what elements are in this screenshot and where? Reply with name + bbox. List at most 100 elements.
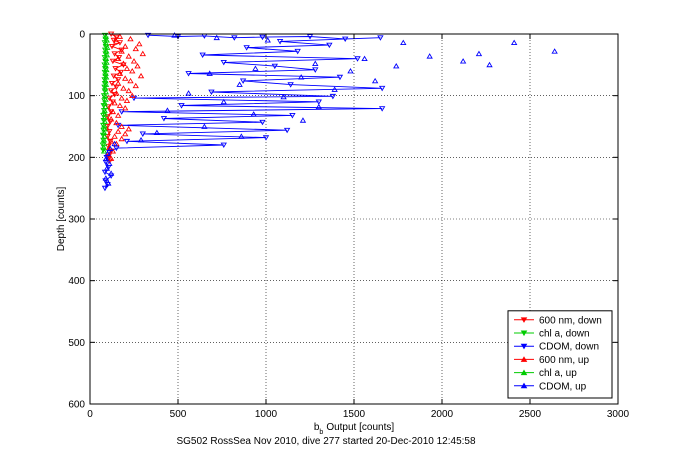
series-3-point-2 <box>113 38 120 44</box>
series-3-point-38 <box>111 133 118 139</box>
series-3-point-16 <box>137 72 145 79</box>
x-tick-label-2000: 2000 <box>431 409 454 420</box>
series-3-point-7 <box>139 50 146 57</box>
series-2-point-6 <box>342 36 349 42</box>
plot-series <box>99 31 558 192</box>
series-0-point-2 <box>110 37 117 44</box>
legend-swatch-marker-5 <box>520 382 528 389</box>
series-2-point-35 <box>262 135 270 141</box>
series-2-point-25 <box>315 99 322 105</box>
y-tick-label-400: 400 <box>68 276 85 287</box>
series-0-point-1 <box>113 34 120 41</box>
series-0-point-25 <box>106 129 113 135</box>
series-2-point-28 <box>118 109 125 115</box>
series-3-point-8 <box>125 53 132 59</box>
series-3-point-18 <box>127 77 134 84</box>
series-0-point-23 <box>107 119 114 125</box>
series-2-point-10 <box>243 45 250 51</box>
series-2-point-21 <box>378 85 386 92</box>
series-5-point-27 <box>201 123 208 129</box>
series-3 <box>105 33 146 161</box>
series-5-point-7 <box>426 53 433 59</box>
y-tick-label-0: 0 <box>79 30 85 41</box>
series-5-point-21 <box>280 93 287 100</box>
x-tick-label-0: 0 <box>87 409 93 420</box>
series-5 <box>102 32 558 186</box>
series-0-point-20 <box>105 104 112 110</box>
series-2-point-22 <box>208 89 215 96</box>
series-5-point-18 <box>236 81 243 87</box>
series-5-point-26 <box>299 117 307 123</box>
series-5-point-31 <box>111 140 118 147</box>
series-2-point-18 <box>336 74 344 81</box>
x-tick-label-1000: 1000 <box>255 409 278 420</box>
series-3-point-34 <box>118 123 125 129</box>
series-2-point-45 <box>102 178 109 184</box>
legend-item-5: CDOM, up <box>514 381 587 392</box>
y-axis-label: Depth [counts] <box>56 187 67 252</box>
series-2-point-36 <box>123 138 131 145</box>
x-axis-label-subscript: b <box>319 429 323 436</box>
y-tick-label-500: 500 <box>68 338 85 349</box>
series-2-point-47 <box>101 185 109 192</box>
series-4-point-3 <box>104 44 111 50</box>
legend-label-1: chl a, down <box>539 329 590 340</box>
series-5-point-33 <box>104 150 111 157</box>
series-3-point-29 <box>122 104 129 111</box>
series-2-point-15 <box>271 63 278 70</box>
legend-box <box>507 310 613 399</box>
x-axis-label: bb Output [counts] <box>314 422 395 436</box>
series-2-point-26 <box>178 103 185 109</box>
grid-lines <box>90 34 618 404</box>
series-5-point-20 <box>185 90 192 96</box>
series-2-point-23 <box>329 93 337 100</box>
series-3-point-26 <box>123 97 131 103</box>
legend-swatch-marker-4 <box>520 369 528 376</box>
legend-swatch-marker-0 <box>520 317 528 323</box>
series-5-point-13 <box>347 67 354 74</box>
series-3-point-32 <box>107 116 115 122</box>
series-2-point-0 <box>144 32 152 39</box>
series-0-point-27 <box>107 138 114 145</box>
series-3-point-20 <box>132 82 139 89</box>
series-5-point-35 <box>106 160 113 166</box>
series-5-point-4 <box>510 39 518 46</box>
series-5-point-30 <box>137 137 145 143</box>
series-3-point-15 <box>116 70 124 76</box>
series-5-point-23 <box>315 103 322 110</box>
series-3-point-9 <box>114 55 122 62</box>
legend-item-1: chl a, down <box>514 329 590 340</box>
x-tick-label-3000: 3000 <box>607 409 630 420</box>
series-2-point-17 <box>185 71 192 77</box>
y-tick-label-300: 300 <box>68 215 85 226</box>
series-5-point-24 <box>164 107 171 113</box>
series-5-point-9 <box>459 58 467 64</box>
series-5-point-14 <box>486 61 493 68</box>
series-2-point-29 <box>289 113 296 119</box>
series-2-point-31 <box>259 119 266 126</box>
series-5-point-17 <box>371 77 379 84</box>
series-5-point-15 <box>206 70 213 76</box>
series-5-point-6 <box>475 50 483 57</box>
series-5-point-34 <box>103 155 110 161</box>
series-2-point-9 <box>326 42 333 49</box>
series-5-point-12 <box>252 65 259 71</box>
series-0-point-26 <box>104 133 111 140</box>
series-1-point-1 <box>102 36 109 42</box>
series-2-point-38 <box>113 145 120 152</box>
series-3-point-23 <box>113 90 120 96</box>
series-3-point-6 <box>118 48 125 54</box>
series-5-point-28 <box>153 129 161 136</box>
x-tick-label-1500: 1500 <box>343 409 366 420</box>
series-5-point-36 <box>103 165 111 171</box>
series-2-point-30 <box>160 116 168 122</box>
series-3-point-28 <box>116 102 124 108</box>
series-5-point-1 <box>213 34 220 41</box>
series-0-point-21 <box>107 109 115 115</box>
series-2-point-12 <box>199 52 206 59</box>
legend-swatch-marker-1 <box>520 330 528 337</box>
x-tick-label-2500: 2500 <box>519 409 542 420</box>
y-tick-label-100: 100 <box>68 91 85 102</box>
series-2-point-44 <box>107 173 115 179</box>
